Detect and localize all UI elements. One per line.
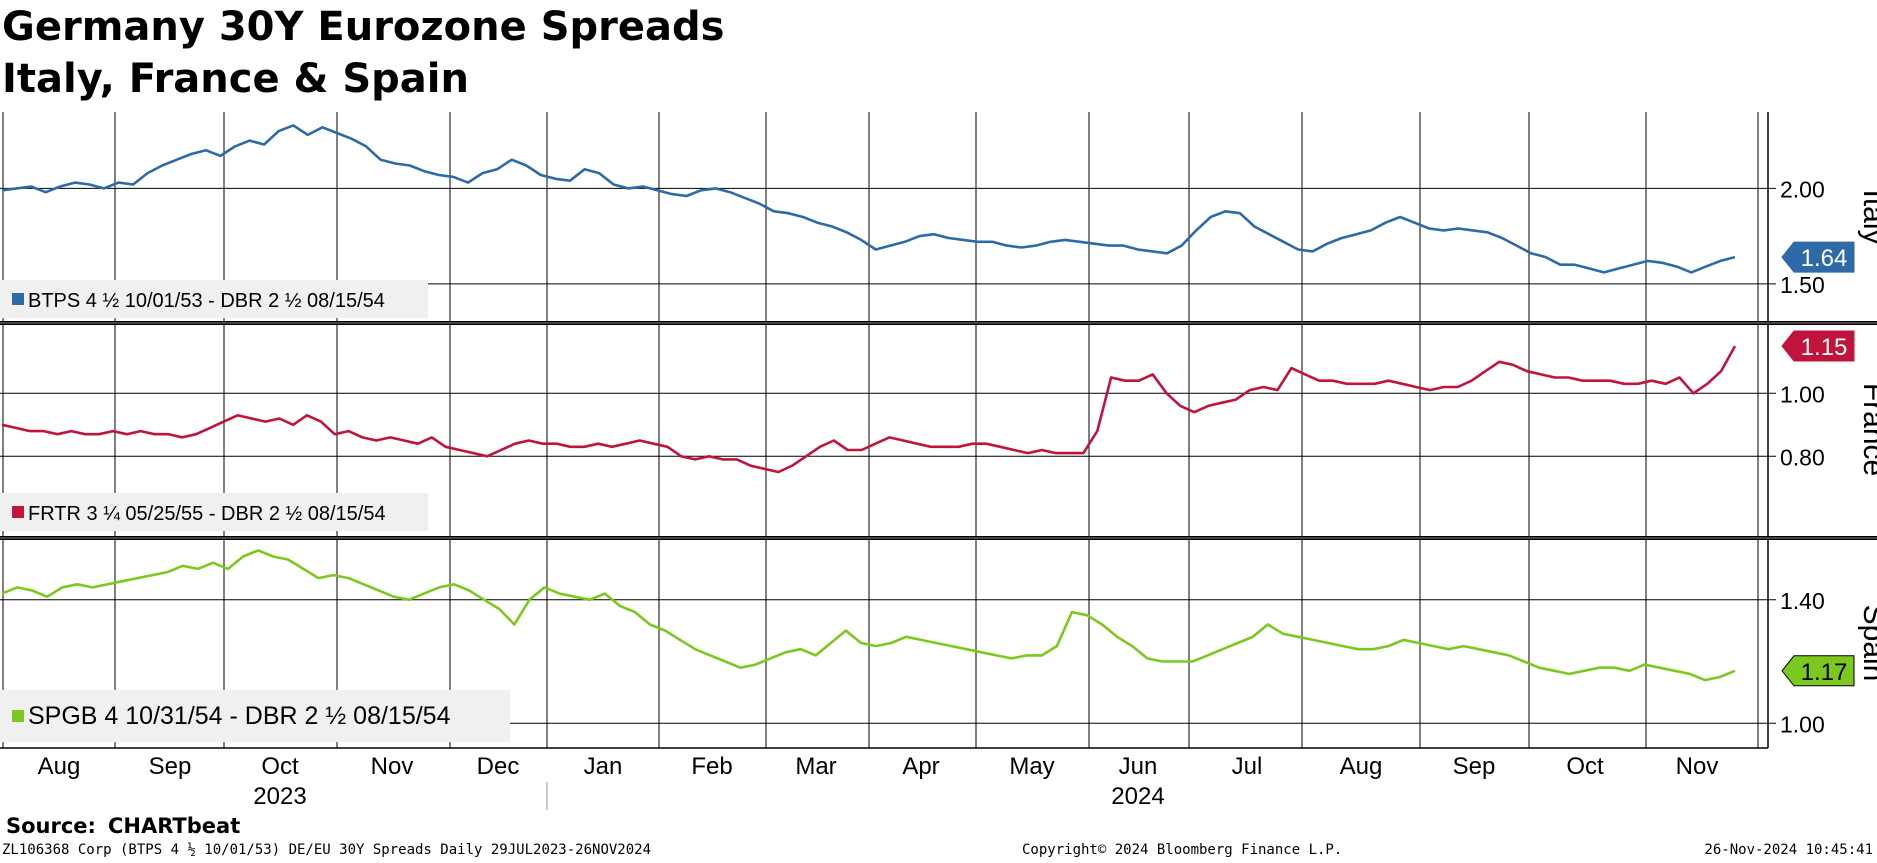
legend-box	[0, 493, 428, 531]
legend-box	[0, 690, 510, 742]
y-tick-label: 1.00	[1780, 381, 1825, 407]
y-tick-label: 1.00	[1780, 711, 1825, 737]
x-tick-label: Sep	[1453, 753, 1496, 780]
x-tick-label: Oct	[261, 753, 299, 780]
last-value-label: 1.15	[1801, 334, 1848, 361]
last-value-tag	[1781, 655, 1855, 687]
year-label: 2024	[1111, 783, 1164, 810]
x-tick-label: Jul	[1232, 753, 1263, 780]
footer-copyright: Copyright© 2024 Bloomberg Finance L.P.	[1022, 842, 1343, 858]
panel-separator-highlight	[0, 537, 1877, 539]
x-tick-label: Dec	[477, 753, 520, 780]
footer-security-info: ZL106368 Corp (BTPS 4 ½ 10/01/53) DE/EU …	[2, 842, 652, 858]
series-line-france	[1, 345, 1737, 474]
legend-label: BTPS 4 ½ 10/01/53 - DBR 2 ½ 08/15/54	[28, 290, 385, 312]
source-line: Source: CHARTbeat	[6, 814, 240, 838]
y-tick-label: 2.00	[1780, 176, 1825, 202]
panel-name-france: France	[1857, 383, 1877, 476]
legend-label: FRTR 3 ¼ 05/25/55 - DBR 2 ½ 08/15/54	[28, 503, 386, 525]
y-tick-label: 1.50	[1780, 272, 1825, 298]
panel-separator-highlight	[0, 322, 1877, 324]
legend-swatch	[12, 293, 24, 305]
x-tick-label: Nov	[371, 753, 414, 780]
series-line-italy	[1, 124, 1736, 274]
last-value-tag	[1781, 241, 1855, 273]
last-value-label: 1.17	[1801, 659, 1848, 686]
x-tick-label: Jun	[1119, 753, 1158, 780]
legend-box	[0, 280, 428, 318]
last-value-tag	[1781, 330, 1855, 362]
chart-title-line-1: Germany 30Y Eurozone Spreads	[2, 4, 725, 50]
x-tick-label: Jan	[584, 753, 623, 780]
x-tick-label: May	[1009, 753, 1054, 780]
legend-label: SPGB 4 10/31/54 - DBR 2 ½ 08/15/54	[28, 702, 451, 730]
x-tick-label: Nov	[1676, 753, 1719, 780]
legend-swatch	[12, 710, 24, 722]
y-tick-label: 1.40	[1780, 588, 1825, 614]
series-line-spain	[1, 549, 1736, 682]
legend-swatch	[12, 506, 24, 518]
source-label: Source:	[6, 814, 96, 838]
panel-name-italy: Italy	[1857, 189, 1877, 244]
year-label: 2023	[253, 783, 306, 810]
x-tick-label: Sep	[149, 753, 192, 780]
source-value: CHARTbeat	[107, 814, 241, 838]
x-tick-label: Aug	[1340, 753, 1383, 780]
footer-timestamp: 26-Nov-2024 10:45:41	[1704, 842, 1873, 858]
x-tick-label: Feb	[691, 753, 732, 780]
x-tick-label: Apr	[902, 753, 939, 780]
panel-name-spain: Spain	[1857, 605, 1877, 682]
last-value-label: 1.64	[1801, 245, 1848, 272]
x-tick-label: Oct	[1566, 753, 1604, 780]
chart-area: 1.50 2.00 BTPS 4 ½ 10/01/53 - DBR 2 ½ 08/1…	[0, 112, 1877, 810]
chart-title-line-2: Italy, France & Spain	[2, 56, 469, 102]
x-tick-label: Mar	[795, 753, 836, 780]
x-tick-label: Aug	[38, 753, 81, 780]
y-tick-label: 0.80	[1780, 444, 1825, 470]
